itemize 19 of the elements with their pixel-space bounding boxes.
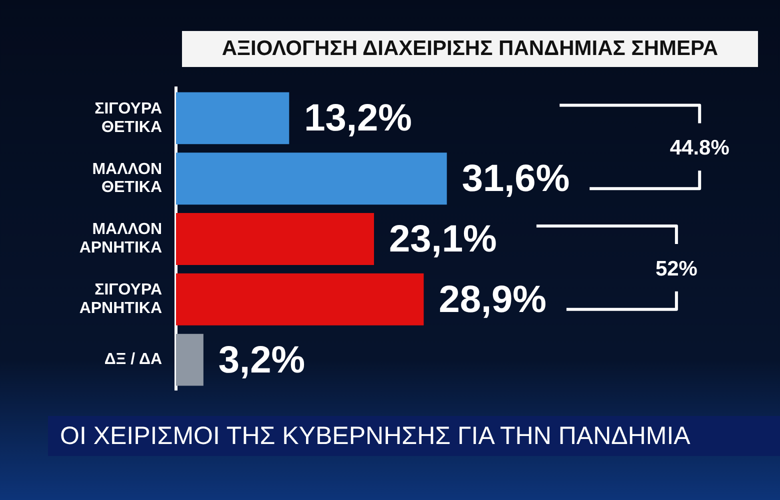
y-tick-label: ΣΙΓΟΥΡΑ ΘΕΤΙΚΑ	[94, 100, 162, 136]
y-tick-label: ΣΙΓΟΥΡΑ ΑΡΝΗΤΙΚΑ	[79, 282, 162, 318]
bar	[176, 334, 204, 386]
bar	[176, 152, 447, 205]
y-tick-label: ΔΞ / ΔΑ	[104, 351, 162, 368]
data-label: 13,2%	[304, 98, 412, 140]
bar	[176, 273, 424, 326]
data-label: 23,1%	[389, 218, 497, 260]
chart-title: ΑΞΙΟΛΟΓΗΣΗ ΔΙΑΧΕΙΡΙΣΗΣ ΠΑΝΔΗΜΙΑΣ ΣΗΜΕΡΑ	[182, 31, 758, 67]
text: 52%	[655, 257, 698, 280]
data-label: 28,9%	[438, 278, 546, 321]
text: 44.8%	[670, 136, 730, 160]
y-tick-label: ΜΑΛΛΟΝ ΘΕΤΙΚΑ	[92, 160, 162, 196]
bar	[176, 213, 374, 265]
y-tick-label: ΜΑΛΛΟΝ ΑΡΝΗΤΙΚΑ	[79, 221, 162, 257]
text: ΟΙ ΧΕΙΡΙΣΜΟΙ ΤΗΣ ΚΥΒΕΡΝΗΣΗΣ ΓΙΑ ΤΗΝ ΠΑΝΔΗΜΙΑ	[48, 416, 780, 456]
data-label: 3,2%	[218, 339, 306, 382]
data-label: 31,6%	[462, 158, 570, 200]
bar	[176, 92, 290, 144]
